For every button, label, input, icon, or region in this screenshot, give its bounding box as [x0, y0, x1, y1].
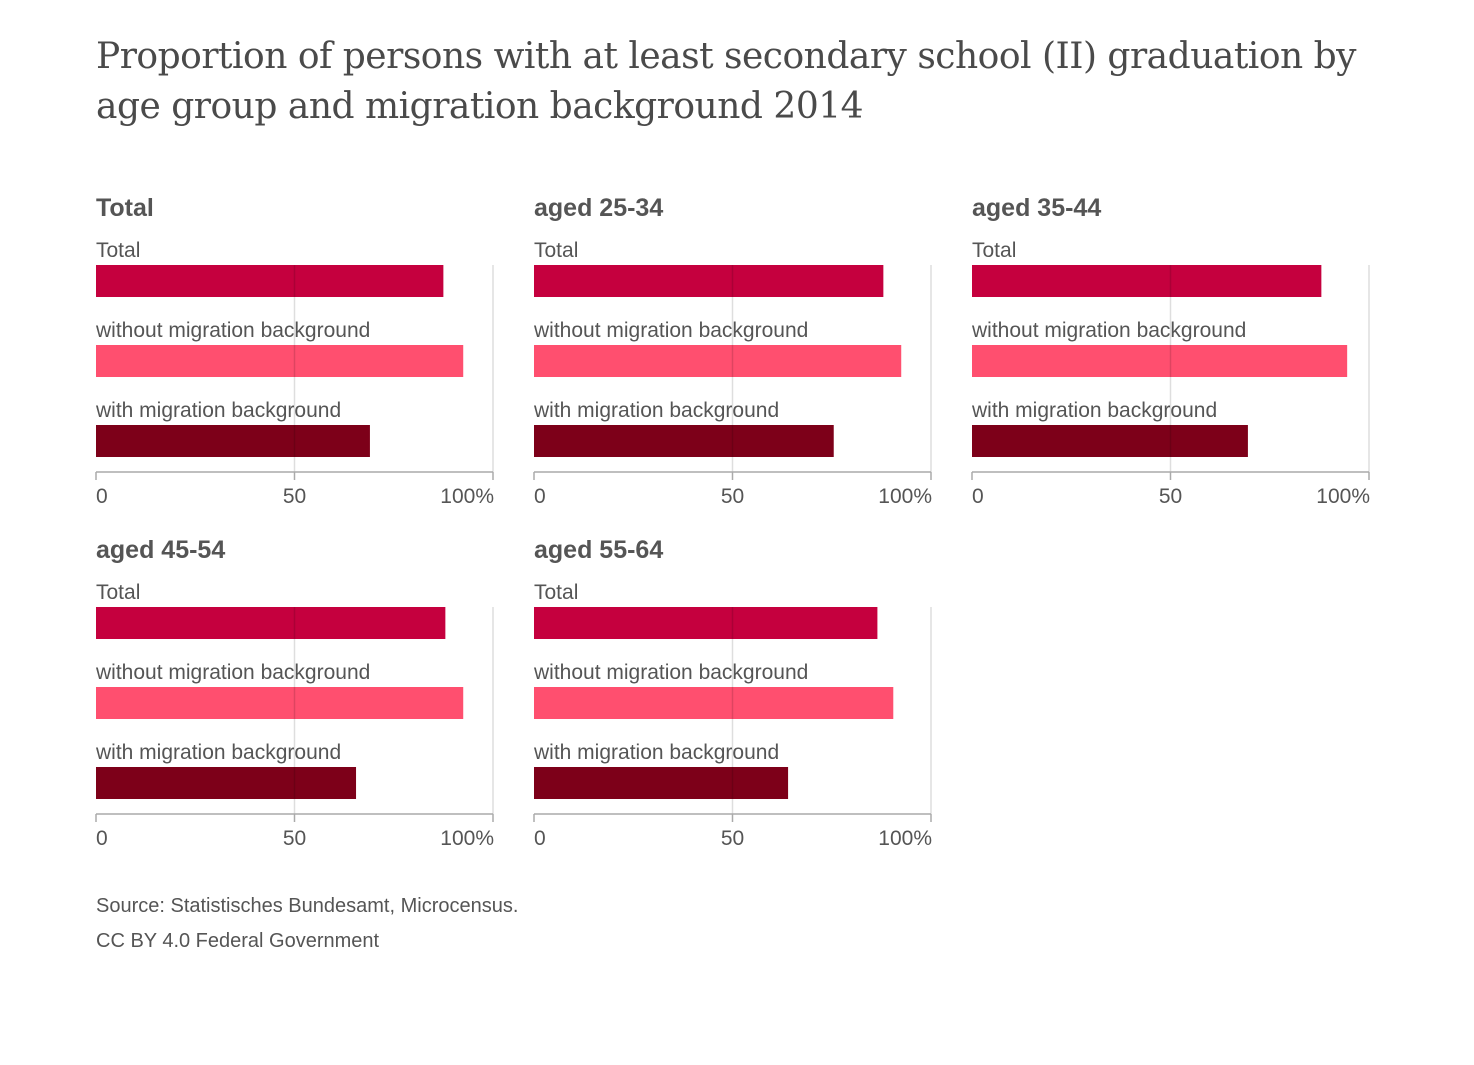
x-tick-label: 50 [1159, 485, 1182, 508]
category-label: with migration background [95, 741, 341, 764]
bar-without-migration [534, 345, 902, 377]
bar-without-migration [972, 345, 1348, 377]
category-label: with migration background [971, 399, 1217, 422]
x-tick-label: 0 [96, 485, 108, 508]
panel-title: aged 55-64 [534, 536, 664, 564]
x-tick-label: 100% [878, 827, 932, 850]
bar-chart-aged-35-44: Total without migration background with mi… [971, 239, 1370, 508]
bar-with-migration [534, 425, 834, 457]
panel-aged-45-54: aged 45-54 Total without migration backgr… [95, 535, 496, 865]
bar-total [534, 607, 878, 639]
x-tick-label: 0 [96, 827, 108, 850]
panel-aged-25-34: aged 25-34 Total without migration backgr… [533, 193, 934, 523]
category-label: with migration background [533, 741, 779, 764]
x-tick-label: 50 [721, 827, 744, 850]
bar-with-migration [972, 425, 1248, 457]
category-label: without migration background [533, 319, 808, 342]
panel-title: aged 25-34 [534, 194, 664, 222]
category-label: with migration background [95, 399, 341, 422]
bar-without-migration [534, 687, 894, 719]
panel-title: Total [96, 194, 154, 222]
panel-aged-35-44: aged 35-44 Total without migration backgr… [971, 193, 1372, 523]
panel-title: aged 45-54 [96, 536, 226, 564]
category-label: Total [534, 239, 578, 262]
category-label: Total [96, 239, 140, 262]
bar-chart-aged-25-34: Total without migration background with mi… [533, 239, 932, 508]
license-note: CC BY 4.0 Federal Government [96, 930, 380, 952]
x-tick-label: 50 [283, 485, 306, 508]
category-label: Total [534, 581, 578, 604]
x-tick-label: 100% [878, 485, 932, 508]
panel-title: aged 35-44 [972, 194, 1102, 222]
category-label: Total [96, 581, 140, 604]
bar-without-migration [96, 345, 464, 377]
bar-total [96, 265, 444, 297]
chart-title: Proportion of persons with at least seco… [96, 36, 1357, 127]
category-label: Total [972, 239, 1016, 262]
source-note: Source: Statistisches Bundesamt, Microce… [96, 895, 519, 917]
x-tick-label: 0 [534, 485, 546, 508]
bar-with-migration [96, 767, 357, 799]
x-tick-label: 0 [534, 827, 546, 850]
bar-with-migration [534, 767, 789, 799]
x-tick-label: 0 [972, 485, 984, 508]
panel-aged-55-64: aged 55-64 Total without migration backgr… [533, 535, 934, 865]
category-label: without migration background [533, 661, 808, 684]
category-label: without migration background [95, 319, 370, 342]
x-tick-label: 50 [721, 485, 744, 508]
x-tick-label: 100% [440, 485, 494, 508]
x-tick-label: 100% [440, 827, 494, 850]
category-label: without migration background [95, 661, 370, 684]
panel-total: Total Total without migration background w… [95, 193, 496, 523]
bar-total [534, 265, 884, 297]
bar-chart-aged-55-64: Total without migration background with mi… [533, 581, 932, 850]
bar-chart-total: Total without migration background with mi… [95, 239, 494, 508]
bar-with-migration [96, 425, 370, 457]
x-tick-label: 50 [283, 827, 306, 850]
bar-without-migration [96, 687, 464, 719]
bar-chart-aged-45-54: Total without migration background with mi… [95, 581, 494, 850]
x-tick-label: 100% [1316, 485, 1370, 508]
bar-total [972, 265, 1322, 297]
category-label: without migration background [971, 319, 1246, 342]
category-label: with migration background [533, 399, 779, 422]
bar-total [96, 607, 446, 639]
